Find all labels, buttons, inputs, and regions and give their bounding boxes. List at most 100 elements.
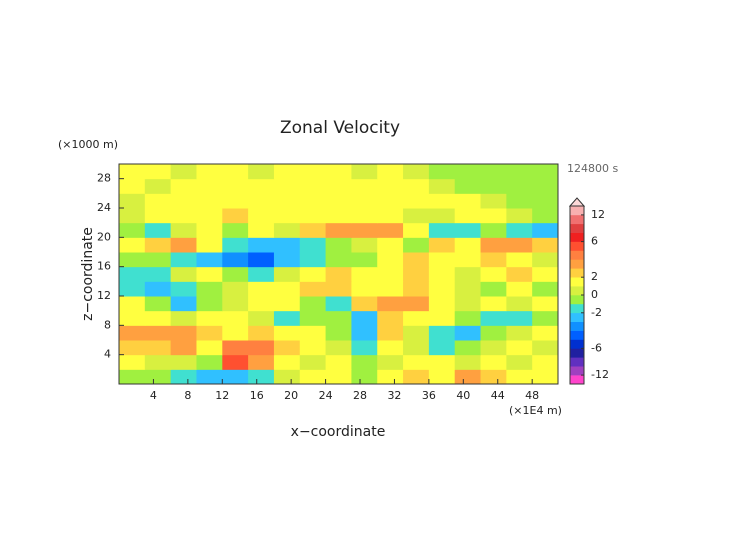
cell — [248, 281, 275, 297]
colorbar-segment — [570, 295, 584, 305]
cell — [428, 296, 456, 312]
cell — [170, 354, 197, 370]
cell — [119, 178, 146, 194]
cell — [428, 178, 456, 194]
cell — [222, 237, 249, 253]
cell — [532, 325, 559, 341]
cell — [299, 193, 327, 209]
cell — [428, 340, 456, 356]
cell — [144, 252, 172, 268]
cell — [222, 354, 249, 370]
cell — [196, 178, 223, 194]
cell — [144, 296, 172, 312]
cell — [248, 325, 275, 341]
cell — [351, 178, 378, 194]
colorbar-segment — [570, 232, 584, 242]
cell — [222, 296, 249, 312]
cell — [480, 354, 507, 370]
colorbar-segment — [570, 366, 584, 376]
cell — [196, 266, 223, 282]
cell — [119, 369, 146, 385]
y-tick-label: 24 — [97, 201, 111, 214]
cell — [377, 266, 404, 282]
cell — [351, 310, 378, 326]
cell — [480, 222, 507, 238]
cell — [454, 164, 482, 180]
cell — [480, 340, 507, 356]
cell — [377, 252, 404, 268]
cell — [351, 193, 378, 209]
cell — [325, 178, 352, 194]
cell — [532, 340, 559, 356]
cell — [119, 266, 146, 282]
cell — [403, 164, 430, 180]
cell — [506, 281, 533, 297]
cell — [506, 369, 533, 385]
cell — [196, 252, 223, 268]
cell — [196, 369, 223, 385]
cell — [299, 369, 327, 385]
cell — [119, 193, 146, 209]
colorbar-segment — [570, 303, 584, 314]
cell — [170, 266, 197, 282]
cell — [144, 164, 172, 180]
cell — [222, 340, 249, 356]
cell — [506, 310, 533, 326]
cell — [325, 281, 352, 297]
cell — [248, 266, 275, 282]
cell — [480, 178, 507, 194]
x-tick-label: 32 — [387, 389, 401, 402]
cell — [454, 252, 482, 268]
cell — [144, 354, 172, 370]
colorbar-segment — [570, 206, 584, 216]
cell — [506, 354, 533, 370]
cell — [222, 325, 249, 341]
cell — [480, 281, 507, 297]
cell — [403, 266, 430, 282]
cell — [170, 340, 197, 356]
cell — [428, 354, 456, 370]
cell — [144, 222, 172, 238]
cell — [325, 222, 352, 238]
cell — [351, 237, 378, 253]
cell — [506, 325, 533, 341]
x-tick-label: 20 — [284, 389, 298, 402]
cell — [248, 193, 275, 209]
cell — [222, 252, 249, 268]
cell — [532, 193, 559, 209]
cell — [403, 310, 430, 326]
cell — [506, 222, 533, 238]
cell — [196, 310, 223, 326]
cell — [325, 340, 352, 356]
cell — [325, 252, 352, 268]
cell — [428, 325, 456, 341]
x-tick-label: 16 — [250, 389, 264, 402]
colorbar-tick-label: 12 — [591, 208, 605, 221]
cell — [248, 340, 275, 356]
cell — [480, 164, 507, 180]
chart-title: Zonal Velocity — [280, 118, 400, 138]
cell — [377, 237, 404, 253]
cell — [170, 164, 197, 180]
cell — [480, 208, 507, 224]
cell — [377, 325, 404, 341]
cell — [119, 296, 146, 312]
colorbar-arrow — [568, 197, 586, 207]
cell — [273, 266, 301, 282]
colorbar-tick-label: 2 — [591, 270, 598, 283]
cell — [119, 310, 146, 326]
cell — [196, 354, 223, 370]
cell — [480, 266, 507, 282]
cell — [403, 208, 430, 224]
cell — [299, 281, 327, 297]
cell — [506, 164, 533, 180]
cell — [299, 164, 327, 180]
cell — [480, 252, 507, 268]
cell — [196, 340, 223, 356]
cell — [196, 208, 223, 224]
cell — [119, 208, 146, 224]
cell — [248, 237, 275, 253]
cell — [273, 354, 301, 370]
cell — [454, 325, 482, 341]
x-tick-label: 40 — [456, 389, 470, 402]
